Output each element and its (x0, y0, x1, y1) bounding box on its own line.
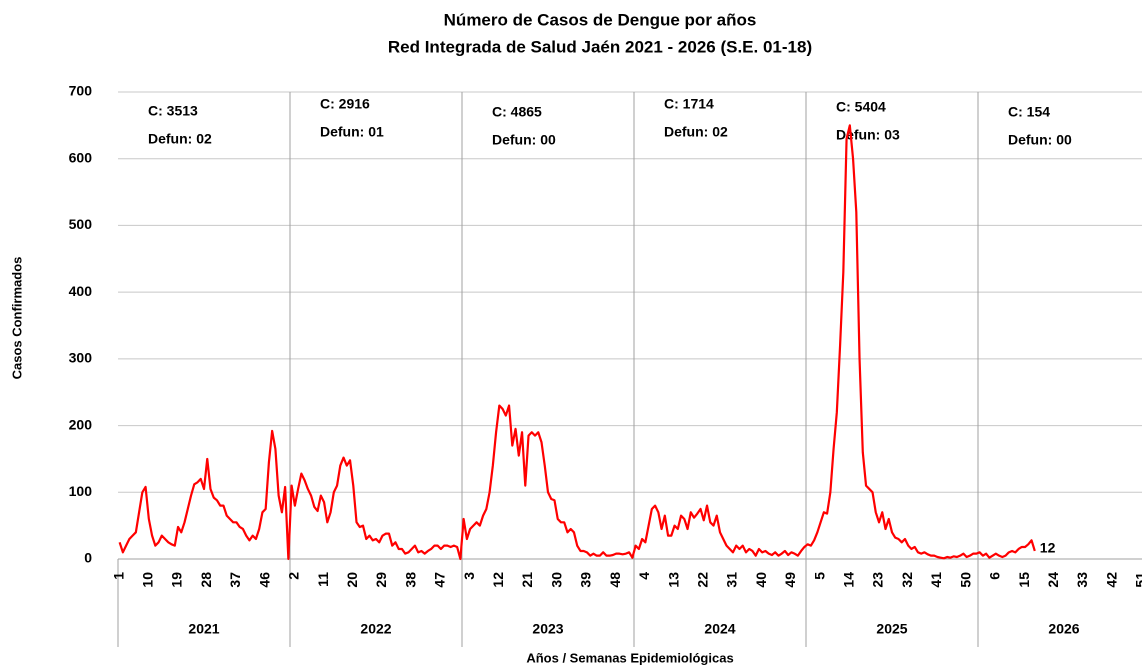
annotation-deaths: Defun: 02 (148, 131, 212, 147)
data-label: 12 (1040, 540, 1056, 556)
x-tick-label: 41 (928, 572, 944, 588)
x-tick-label: 50 (957, 572, 973, 588)
x-tick-label: 20 (344, 572, 360, 588)
annotation-cases: C: 2916 (320, 96, 370, 112)
x-tick-label: 2 (286, 572, 302, 580)
y-tick-label: 200 (69, 416, 93, 432)
x-tick-label: 22 (694, 572, 710, 588)
year-label: 2023 (532, 621, 563, 637)
x-tick-label: 42 (1103, 572, 1119, 588)
x-tick-label: 15 (1016, 572, 1032, 588)
x-tick-label: 46 (256, 572, 272, 588)
annotation-cases: C: 154 (1008, 104, 1050, 120)
x-axis-title: Años / Semanas Epidemiológicas (526, 650, 733, 665)
annotation-cases: C: 1714 (664, 96, 714, 112)
x-tick-label: 5 (811, 572, 827, 580)
x-tick-label: 6 (987, 572, 1003, 580)
annotation-cases: C: 4865 (492, 104, 542, 120)
x-tick-label: 37 (227, 572, 243, 588)
y-tick-label: 100 (69, 483, 93, 499)
data-line (118, 124, 1036, 561)
annotation-deaths: Defun: 00 (492, 132, 556, 148)
annotation-deaths: Defun: 00 (1008, 132, 1072, 148)
x-tick-label: 49 (782, 572, 798, 588)
chart-subtitle: Red Integrada de Salud Jaén 2021 - 2026 … (388, 37, 812, 56)
x-tick-label: 24 (1045, 572, 1061, 588)
x-tick-label: 39 (578, 572, 594, 588)
x-tick-label: 48 (607, 572, 623, 588)
y-tick-label: 300 (69, 350, 93, 366)
year-label: 2022 (360, 621, 391, 637)
x-tick-label: 13 (665, 572, 681, 588)
x-tick-label: 47 (432, 572, 448, 588)
x-tick-label: 4 (636, 572, 652, 580)
x-tick-label: 51 (1133, 572, 1142, 588)
x-tick-label: 23 (870, 572, 886, 588)
y-tick-label: 0 (84, 550, 92, 566)
y-axis-title: Casos Confirmados (9, 257, 24, 380)
year-label: 2021 (188, 621, 219, 637)
x-tick-label: 21 (519, 572, 535, 588)
x-tick-label: 10 (140, 572, 156, 588)
year-label: 2026 (1048, 621, 1079, 637)
year-label: 2024 (704, 621, 735, 637)
x-tick-label: 31 (724, 572, 740, 588)
x-tick-label: 14 (841, 572, 857, 588)
y-tick-label: 700 (69, 83, 93, 99)
x-tick-label: 28 (198, 572, 214, 588)
year-label: 2025 (876, 621, 907, 637)
annotation-cases: C: 3513 (148, 103, 198, 119)
x-tick-label: 12 (490, 572, 506, 588)
x-tick-label: 33 (1074, 572, 1090, 588)
annotation-deaths: Defun: 02 (664, 124, 728, 140)
x-tick-label: 38 (402, 572, 418, 588)
x-tick-label: 30 (548, 572, 564, 588)
x-tick-label: 1 (110, 572, 126, 580)
y-tick-label: 500 (69, 216, 93, 232)
x-tick-label: 32 (899, 572, 915, 588)
annotation-deaths: Defun: 01 (320, 124, 384, 140)
y-tick-label: 600 (69, 149, 93, 165)
chart-title: Número de Casos de Dengue por años (444, 10, 757, 29)
annotation-cases: C: 5404 (836, 99, 886, 115)
x-tick-label: 19 (169, 572, 185, 588)
x-tick-label: 40 (753, 572, 769, 588)
y-tick-label: 400 (69, 283, 93, 299)
x-tick-label: 29 (373, 572, 389, 588)
x-tick-label: 11 (315, 572, 331, 587)
x-tick-label: 3 (461, 572, 477, 580)
